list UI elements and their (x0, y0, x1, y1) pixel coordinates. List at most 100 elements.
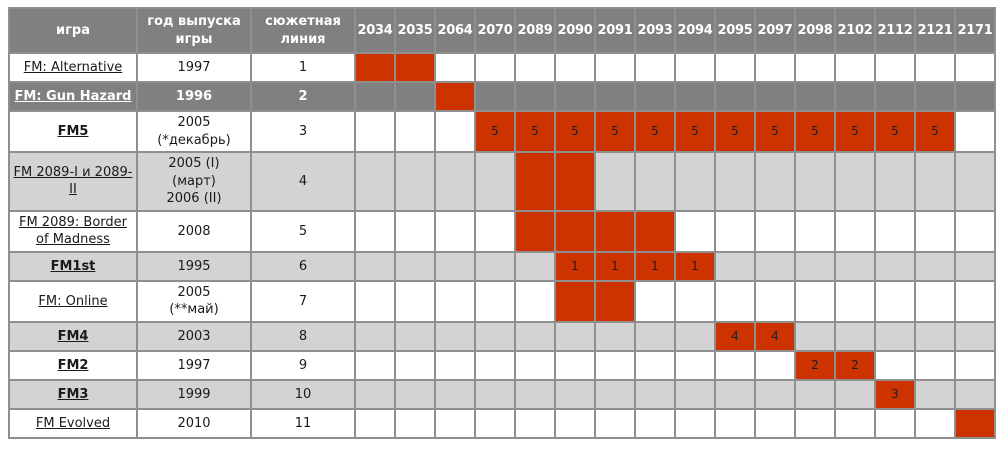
release-year-line: 2006 (II) (166, 191, 222, 207)
col-header-year-2112: 2112 (874, 7, 916, 54)
timeline-cell-marked: 5 (554, 109, 596, 154)
timeline-cell (354, 407, 396, 439)
timeline-cell (474, 52, 516, 83)
timeline-cell (594, 349, 636, 381)
game-link[interactable]: FM5 (57, 123, 89, 139)
timeline-cell (474, 81, 516, 112)
timeline-cell (554, 407, 596, 439)
story-line-cell: 1 (250, 52, 356, 83)
game-link[interactable]: FM: Gun Hazard (14, 88, 132, 104)
col-header-year-2034: 2034 (354, 7, 396, 54)
timeline-cell (434, 279, 476, 323)
game-name-cell: FM 2089-I и 2089-II (8, 151, 138, 212)
timeline-cell (474, 250, 516, 282)
timeline-cell (514, 320, 556, 352)
timeline-cell (714, 209, 756, 253)
game-link[interactable]: FM3 (57, 386, 89, 402)
timeline-cell (594, 378, 636, 410)
timeline-cell (674, 279, 716, 323)
timeline-cell (634, 151, 676, 212)
timeline-cell-marked: 4 (754, 320, 796, 352)
col-header-year-2090: 2090 (554, 7, 596, 54)
timeline-cell (434, 378, 476, 410)
timeline-cell-marked: 4 (714, 320, 756, 352)
game-link[interactable]: FM: Online (38, 293, 108, 309)
timeline-cell-marked: 5 (874, 109, 916, 154)
timeline-cell (954, 378, 996, 410)
story-line-cell: 7 (250, 279, 356, 323)
release-year-line: 1999 (177, 386, 211, 402)
timeline-cell (594, 52, 636, 83)
timeline-cell-marked (514, 209, 556, 253)
col-header-year-2093: 2093 (634, 7, 676, 54)
game-name-cell: FM Evolved (8, 407, 138, 439)
game-link[interactable]: FM Evolved (35, 415, 111, 431)
timeline-cell (834, 81, 876, 112)
timeline-cell (794, 378, 836, 410)
timeline-cell-marked: 5 (674, 109, 716, 154)
timeline-cell (834, 407, 876, 439)
timeline-cell (874, 250, 916, 282)
timeline-cell (514, 250, 556, 282)
timeline-cell (514, 378, 556, 410)
game-name-cell: FM3 (8, 378, 138, 410)
timeline-cell (434, 349, 476, 381)
game-name-cell: FM5 (8, 109, 138, 154)
timeline-cell-marked: 5 (514, 109, 556, 154)
timeline-cell (554, 378, 596, 410)
col-header-year-2171: 2171 (954, 7, 996, 54)
story-line-cell: 2 (250, 81, 356, 112)
timeline-cell (474, 378, 516, 410)
game-link[interactable]: FM4 (57, 328, 89, 344)
timeline-cell (874, 52, 916, 83)
timeline-cell (714, 378, 756, 410)
game-link[interactable]: FM 2089-I и 2089-II (13, 164, 133, 198)
game-name-cell: FM2 (8, 349, 138, 381)
game-link[interactable]: FM2 (57, 357, 89, 373)
timeline-cell (754, 250, 796, 282)
col-header-year-2070: 2070 (474, 7, 516, 54)
release-year-cell: 2003 (136, 320, 252, 352)
release-year-cell: 2005 (I) (март) 2006 (II) (136, 151, 252, 212)
timeline-cell (754, 151, 796, 212)
release-year-cell: 2005 (**май) (136, 279, 252, 323)
timeline-cell-marked: 5 (714, 109, 756, 154)
timeline-cell (554, 349, 596, 381)
timeline-cell-marked (554, 151, 596, 212)
game-name-cell: FM: Gun Hazard (8, 81, 138, 112)
timeline-cell (954, 52, 996, 83)
timeline-cell (674, 320, 716, 352)
timeline-cell (514, 407, 556, 439)
game-link[interactable]: FM: Alternative (23, 59, 123, 75)
timeline-cell (434, 407, 476, 439)
timeline-cell (634, 52, 676, 83)
timeline-cell (634, 407, 676, 439)
game-link[interactable]: FM1st (50, 258, 96, 274)
timeline-cell-marked: 5 (794, 109, 836, 154)
timeline-cell-marked: 5 (594, 109, 636, 154)
timeline-cell (474, 209, 516, 253)
timeline-cell (474, 151, 516, 212)
page: игра год выпуска игры сюжетная линия 203… (8, 7, 996, 439)
story-line-cell: 3 (250, 109, 356, 154)
timeline-cell-marked: 1 (674, 250, 716, 282)
timeline-cell (754, 209, 796, 253)
timeline-cell (354, 109, 396, 154)
game-link[interactable]: FM 2089: Border of Madness (18, 214, 127, 248)
timeline-cell (874, 279, 916, 323)
timeline-cell (474, 279, 516, 323)
timeline-cell (914, 349, 956, 381)
timeline-cell-marked (394, 52, 436, 83)
table-row: FM1st 1995 6 1 1 1 1 (8, 250, 996, 282)
timeline-cell (394, 250, 436, 282)
timeline-cell (794, 52, 836, 83)
timeline-cell (674, 81, 716, 112)
timeline-cell-marked (554, 209, 596, 253)
timeline-cell (394, 279, 436, 323)
timeline-cell (954, 209, 996, 253)
timeline-cell (954, 320, 996, 352)
timeline-cell (394, 349, 436, 381)
timeline-cell-marked (514, 151, 556, 212)
release-year-line: 2008 (177, 223, 211, 239)
timeline-cell-marked: 1 (554, 250, 596, 282)
